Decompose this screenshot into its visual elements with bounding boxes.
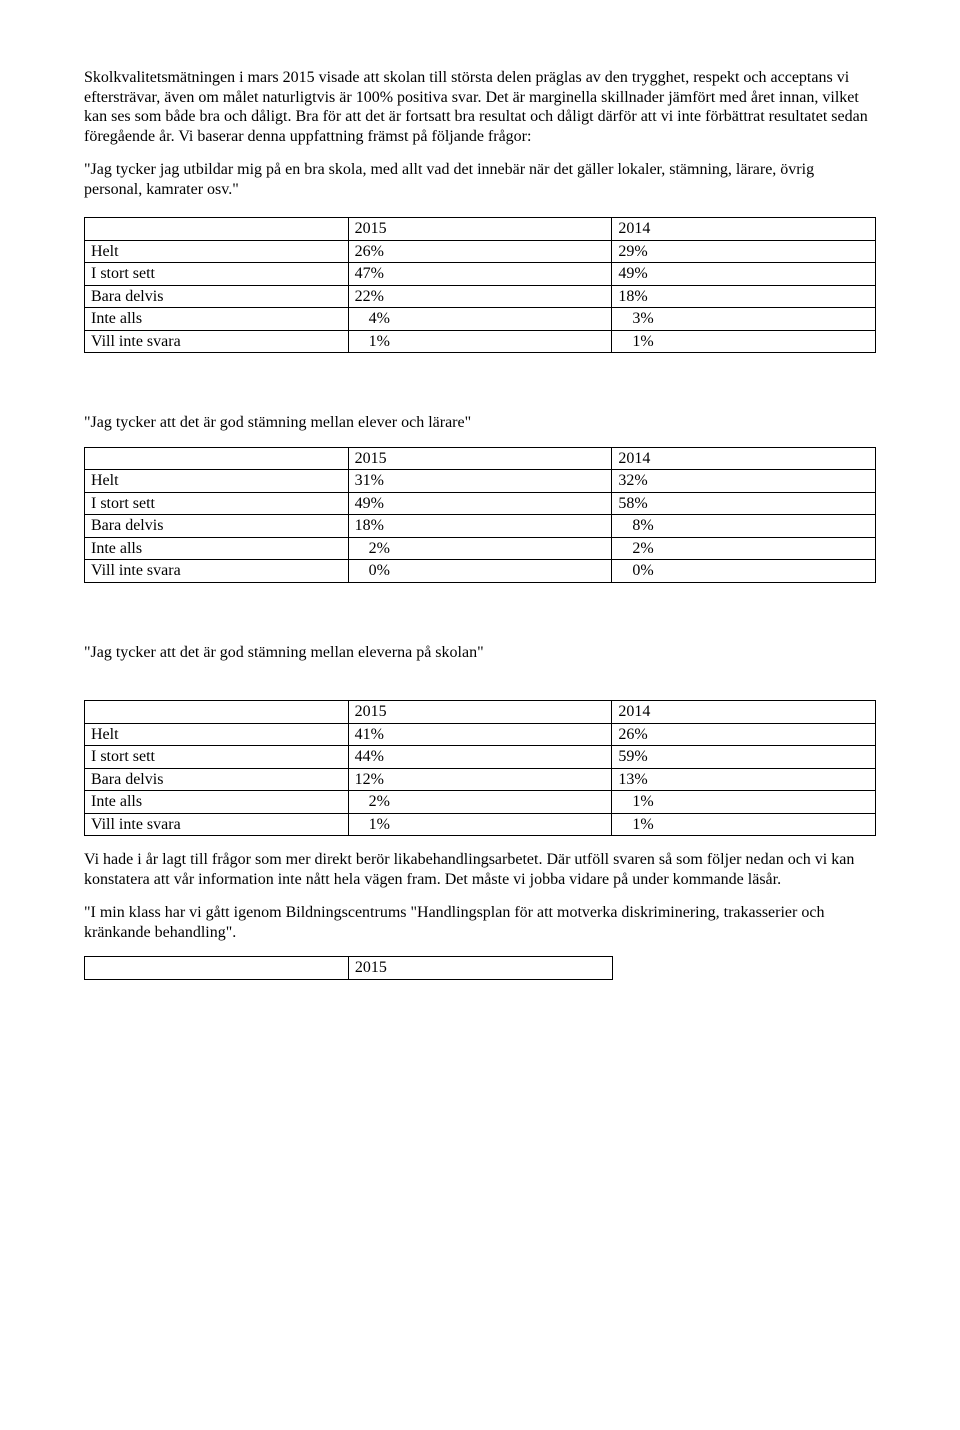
- cell-value: 2%: [348, 537, 612, 560]
- cell-value: 18%: [612, 285, 876, 308]
- cell-value: 59%: [612, 746, 876, 769]
- question-2: "Jag tycker att det är god stämning mell…: [84, 413, 876, 433]
- cell-value: 41%: [348, 723, 612, 746]
- cell-value: 26%: [612, 723, 876, 746]
- cell-value: 18%: [348, 515, 612, 538]
- table-row: 2015 2014: [85, 701, 876, 724]
- row-label: I stort sett: [85, 746, 349, 769]
- cell-blank: [85, 447, 349, 470]
- col-header-2015: 2015: [348, 957, 612, 980]
- col-header-2014: 2014: [612, 218, 876, 241]
- cell-value: 44%: [348, 746, 612, 769]
- table-row: Bara delvis 22% 18%: [85, 285, 876, 308]
- question-3: "Jag tycker att det är god stämning mell…: [84, 643, 876, 663]
- cell-blank: [612, 957, 876, 980]
- table-row: 2015: [85, 957, 877, 980]
- row-label: Inte alls: [85, 791, 349, 814]
- cell-value: 3%: [612, 308, 876, 331]
- row-label: Vill inte svara: [85, 560, 349, 583]
- cell-value: 29%: [612, 240, 876, 263]
- table-row: 2015 2014: [85, 218, 876, 241]
- cell-value: 12%: [348, 768, 612, 791]
- row-label: Helt: [85, 470, 349, 493]
- cell-value: 31%: [348, 470, 612, 493]
- row-label: Helt: [85, 240, 349, 263]
- table-row: I stort sett 47% 49%: [85, 263, 876, 286]
- cell-value: 4%: [348, 308, 612, 331]
- cell-value: 1%: [612, 813, 876, 836]
- cell-value: 1%: [348, 330, 612, 353]
- row-label: Vill inte svara: [85, 330, 349, 353]
- table-row: Helt 26% 29%: [85, 240, 876, 263]
- cell-value: 8%: [612, 515, 876, 538]
- col-header-2014: 2014: [612, 447, 876, 470]
- table-row: Inte alls 2% 2%: [85, 537, 876, 560]
- followup-paragraph: Vi hade i år lagt till frågor som mer di…: [84, 850, 876, 889]
- table-row: Inte alls 4% 3%: [85, 308, 876, 331]
- cell-value: 1%: [348, 813, 612, 836]
- question-1: "Jag tycker jag utbildar mig på en bra s…: [84, 160, 876, 199]
- table-row: Vill inte svara 1% 1%: [85, 813, 876, 836]
- cell-value: 47%: [348, 263, 612, 286]
- table-row: Inte alls 2% 1%: [85, 791, 876, 814]
- cell-value: 49%: [612, 263, 876, 286]
- table-row: Vill inte svara 0% 0%: [85, 560, 876, 583]
- cell-blank: [85, 957, 349, 980]
- cell-blank: [85, 701, 349, 724]
- table-row: Bara delvis 18% 8%: [85, 515, 876, 538]
- cell-value: 32%: [612, 470, 876, 493]
- table-row: Vill inte svara 1% 1%: [85, 330, 876, 353]
- table-2: 2015 2014 Helt 31% 32% I stort sett 49% …: [84, 447, 876, 583]
- cell-value: 1%: [612, 330, 876, 353]
- intro-paragraph: Skolkvalitetsmätningen i mars 2015 visad…: [84, 68, 876, 146]
- cell-value: 0%: [348, 560, 612, 583]
- cell-value: 13%: [612, 768, 876, 791]
- table-row: Helt 31% 32%: [85, 470, 876, 493]
- row-label: Inte alls: [85, 308, 349, 331]
- row-label: Bara delvis: [85, 515, 349, 538]
- cell-value: 26%: [348, 240, 612, 263]
- row-label: Vill inte svara: [85, 813, 349, 836]
- question-4: "I min klass har vi gått igenom Bildning…: [84, 903, 876, 942]
- col-header-2014: 2014: [612, 701, 876, 724]
- row-label: Helt: [85, 723, 349, 746]
- table-3: 2015 2014 Helt 41% 26% I stort sett 44% …: [84, 700, 876, 836]
- table-row: Bara delvis 12% 13%: [85, 768, 876, 791]
- row-label: I stort sett: [85, 492, 349, 515]
- cell-value: 22%: [348, 285, 612, 308]
- cell-value: 58%: [612, 492, 876, 515]
- table-row: 2015 2014: [85, 447, 876, 470]
- table-row: I stort sett 44% 59%: [85, 746, 876, 769]
- row-label: Bara delvis: [85, 768, 349, 791]
- row-label: Bara delvis: [85, 285, 349, 308]
- row-label: I stort sett: [85, 263, 349, 286]
- table-row: I stort sett 49% 58%: [85, 492, 876, 515]
- cell-value: 0%: [612, 560, 876, 583]
- cell-value: 2%: [348, 791, 612, 814]
- table-row: Helt 41% 26%: [85, 723, 876, 746]
- table-4: 2015: [84, 956, 876, 980]
- cell-value: 2%: [612, 537, 876, 560]
- col-header-2015: 2015: [348, 701, 612, 724]
- col-header-2015: 2015: [348, 218, 612, 241]
- cell-value: 1%: [612, 791, 876, 814]
- table-1: 2015 2014 Helt 26% 29% I stort sett 47% …: [84, 217, 876, 353]
- cell-value: 49%: [348, 492, 612, 515]
- cell-blank: [85, 218, 349, 241]
- row-label: Inte alls: [85, 537, 349, 560]
- col-header-2015: 2015: [348, 447, 612, 470]
